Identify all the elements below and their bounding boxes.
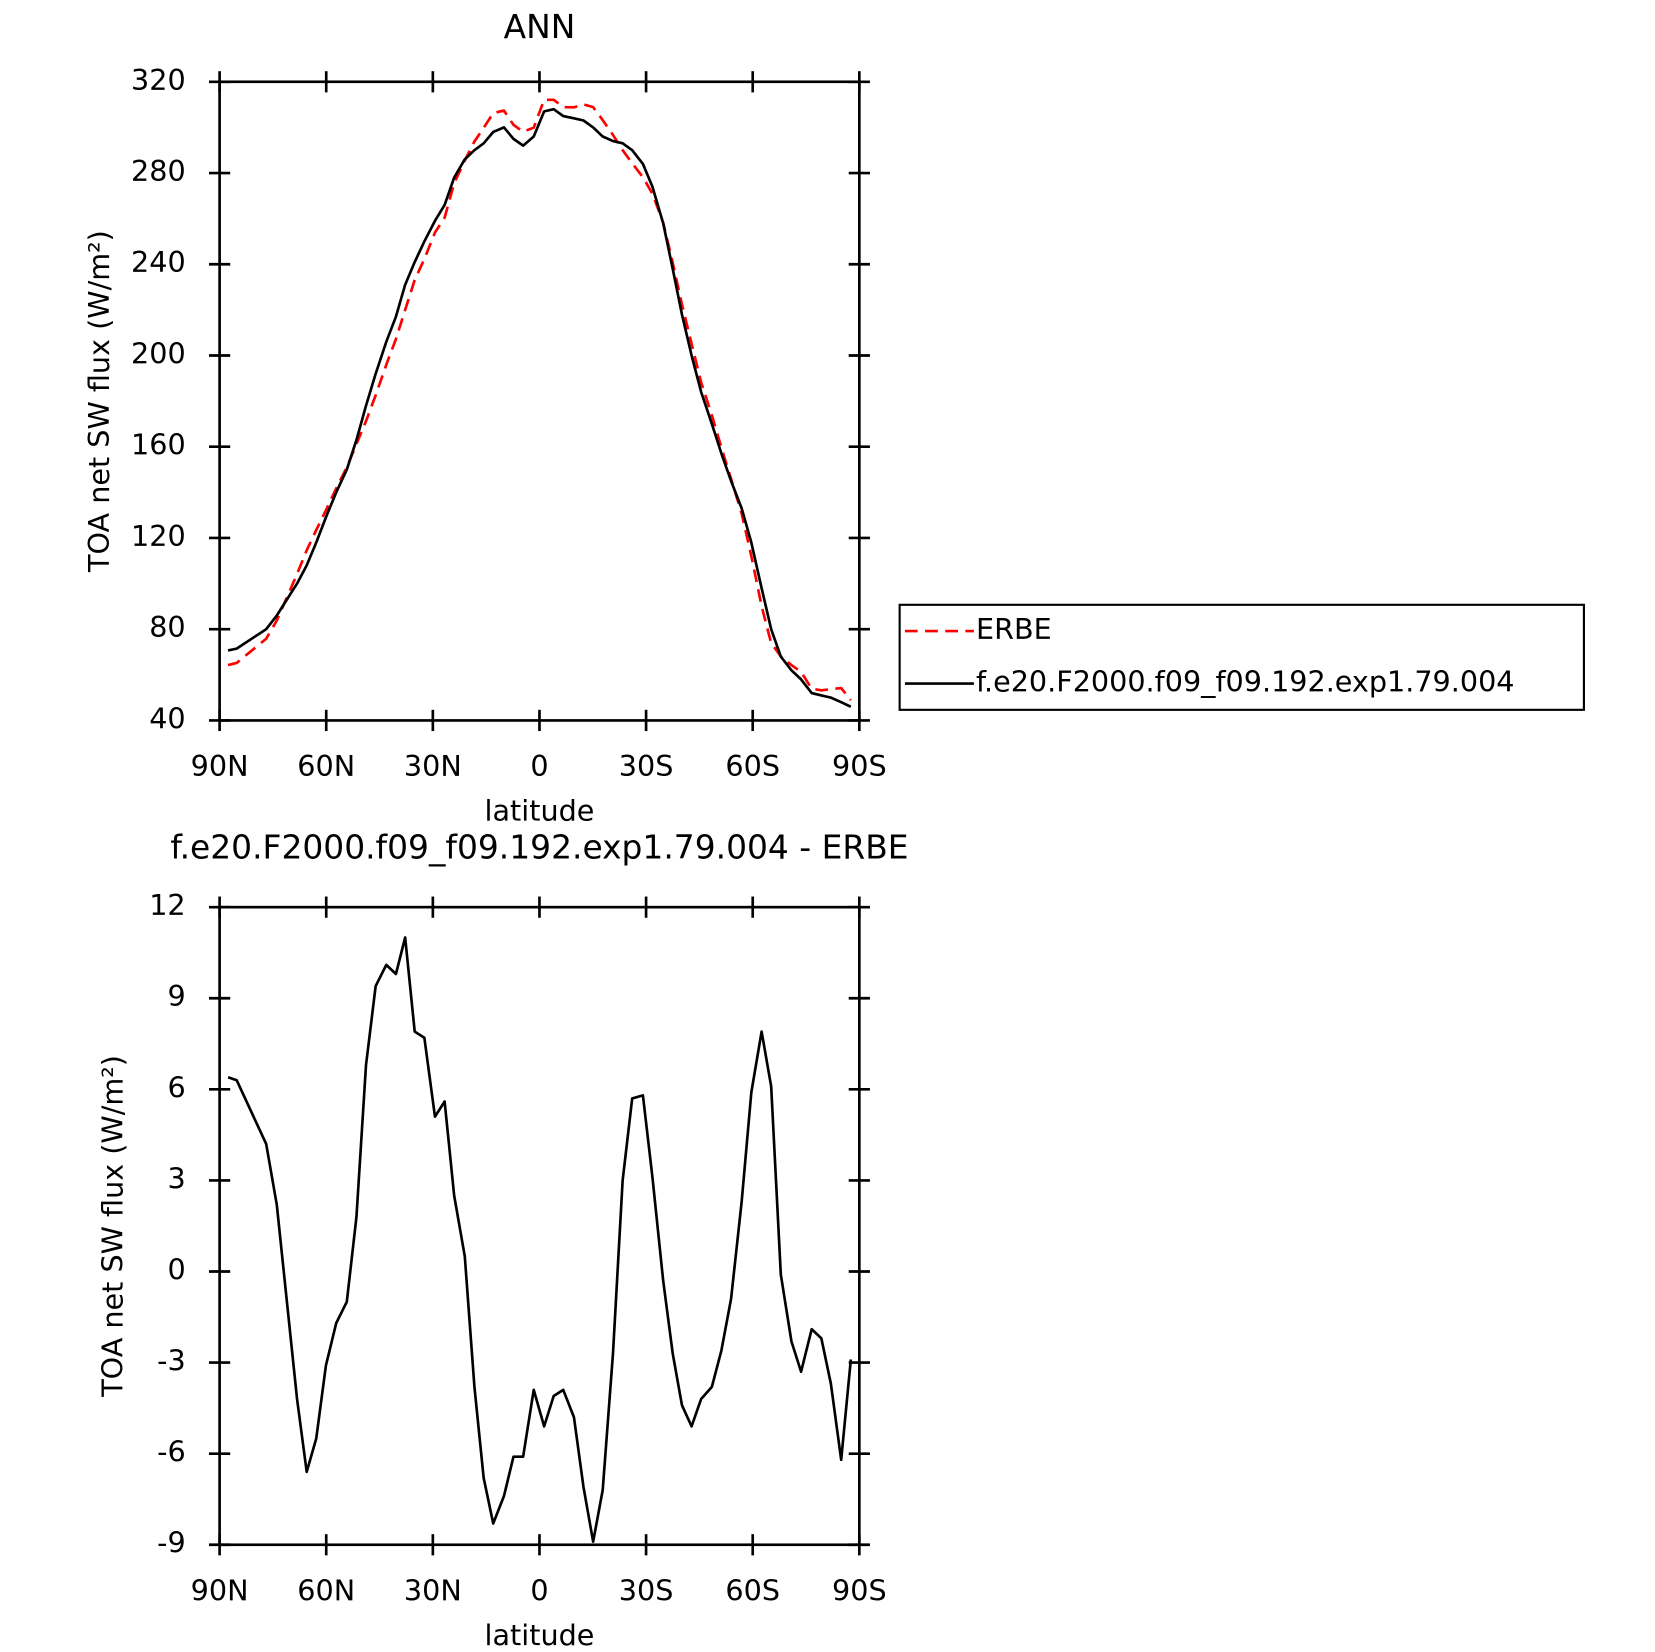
y-tick-label: 6	[167, 1070, 185, 1104]
x-tick-label: 0	[530, 1573, 548, 1607]
y-tick-label: -3	[157, 1344, 186, 1378]
x-axis-label: latitude	[485, 794, 595, 828]
legend-label: ERBE	[976, 612, 1052, 646]
x-tick-label: 60N	[297, 1573, 355, 1607]
chart-title: ANN	[504, 7, 576, 46]
x-axis-label: latitude	[485, 1618, 595, 1652]
x-tick-label: 60S	[725, 749, 780, 783]
x-tick-label: 90S	[832, 1573, 887, 1607]
plot-frame	[218, 80, 861, 722]
y-tick-label: 0	[167, 1253, 185, 1287]
x-tick-label: 60N	[297, 749, 355, 783]
y-tick-label: 320	[131, 63, 186, 97]
y-tick-label: 80	[149, 610, 185, 644]
y-tick-label: -6	[157, 1435, 186, 1469]
y-tick-label: 3	[167, 1161, 185, 1195]
chart-title: f.e20.F2000.f09_f09.192.exp1.79.004 - ER…	[170, 827, 908, 866]
y-tick-label: 9	[167, 979, 185, 1013]
x-tick-label: 30S	[619, 749, 674, 783]
x-tick-label: 30N	[404, 1573, 462, 1607]
x-tick-label: 90N	[191, 749, 249, 783]
y-tick-label: 120	[131, 519, 186, 553]
y-tick-label: 12	[149, 888, 185, 922]
x-tick-label: 30S	[619, 1573, 674, 1607]
legend-label: f.e20.F2000.f09_f09.192.exp1.79.004	[976, 665, 1514, 699]
data-line	[227, 936, 853, 1544]
y-tick-label: 280	[131, 154, 186, 188]
y-axis-label: TOA net SW flux (W/m²)	[96, 1055, 130, 1398]
data-line	[227, 107, 852, 708]
y-tick-label: 40	[149, 701, 185, 735]
x-tick-label: 90N	[191, 1573, 249, 1607]
y-axis-label: TOA net SW flux (W/m²)	[82, 230, 116, 573]
y-tick-label: 240	[131, 245, 186, 279]
plot-frame	[218, 905, 861, 1547]
y-tick-label: 160	[131, 428, 186, 462]
x-tick-label: 60S	[725, 1573, 780, 1607]
x-tick-label: 90S	[832, 749, 887, 783]
legend-box	[898, 603, 1585, 711]
y-tick-label: -9	[157, 1526, 186, 1560]
x-tick-label: 0	[530, 749, 548, 783]
data-line	[227, 98, 852, 702]
y-tick-label: 200	[131, 336, 186, 370]
x-tick-label: 30N	[404, 749, 462, 783]
